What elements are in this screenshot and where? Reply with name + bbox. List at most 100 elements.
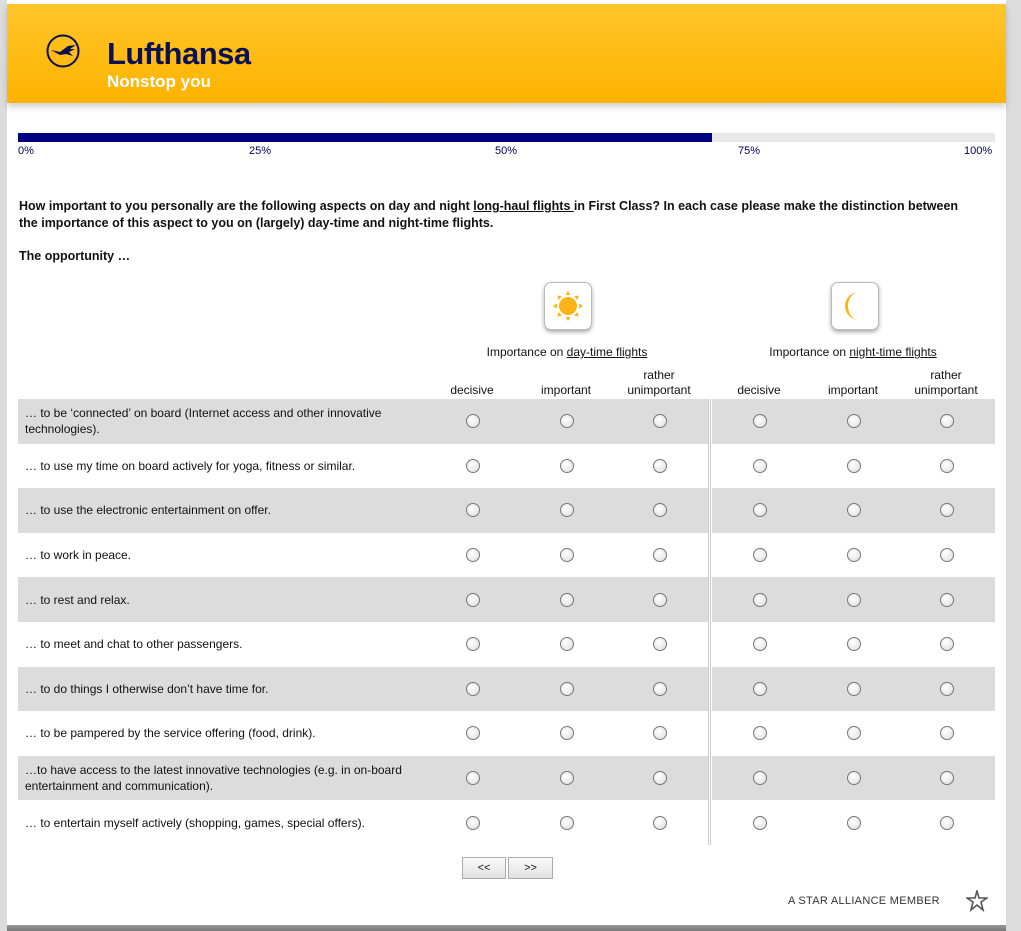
heading-prefix: Importance on [486, 345, 567, 359]
day-radio-decisive[interactable] [466, 815, 480, 830]
day-radio-rather-unimportant[interactable] [653, 637, 667, 652]
day-radio-decisive[interactable] [466, 503, 480, 518]
table-row: … to use my time on board actively for y… [18, 443, 995, 489]
row-label: … to do things I otherwise don’t have ti… [25, 681, 269, 696]
night-radio-decisive[interactable] [753, 458, 767, 473]
night-radio-decisive[interactable] [753, 548, 767, 563]
night-radio-decisive[interactable] [753, 592, 767, 607]
night-radio-decisive[interactable] [753, 414, 767, 429]
day-radio-important[interactable] [560, 414, 574, 429]
day-radio-important[interactable] [560, 771, 574, 786]
moon-icon-box [831, 282, 879, 330]
night-radio-decisive[interactable] [753, 637, 767, 652]
day-radio-important[interactable] [560, 815, 574, 830]
question-link[interactable]: long-haul flights [473, 199, 574, 213]
brand-slogan: Nonstop you [107, 72, 211, 91]
day-radio-decisive[interactable] [466, 592, 480, 607]
day-radio-important[interactable] [560, 681, 574, 696]
column-header: rather unimportant [914, 368, 978, 397]
night-radio-rather-unimportant[interactable] [940, 815, 954, 830]
day-radio-decisive[interactable] [466, 458, 480, 473]
row-label: … to use the electronic entertainment on… [25, 503, 271, 518]
night-radio-rather-unimportant[interactable] [940, 548, 954, 563]
table-row: … to be ‘connected’ on board (Internet a… [18, 399, 995, 444]
progress-label: 100% [964, 145, 993, 157]
day-radio-rather-unimportant[interactable] [653, 548, 667, 563]
row-label: …to have access to the latest innovative… [25, 763, 402, 794]
table-row: … to do things I otherwise don’t have ti… [18, 666, 995, 712]
row-label: … to rest and relax. [25, 592, 130, 607]
night-radio-decisive[interactable] [753, 815, 767, 830]
day-radio-important[interactable] [560, 503, 574, 518]
night-radio-important[interactable] [847, 548, 861, 563]
row-label: … to entertain myself actively (shopping… [25, 815, 365, 830]
group-heading-night: Importance on night-time flights [733, 345, 973, 359]
column-header: decisive [737, 383, 781, 397]
intro-text: The opportunity … [19, 249, 131, 263]
day-radio-decisive[interactable] [466, 414, 480, 429]
night-radio-important[interactable] [847, 815, 861, 830]
night-radio-decisive[interactable] [753, 503, 767, 518]
night-radio-rather-unimportant[interactable] [940, 414, 954, 429]
night-radio-rather-unimportant[interactable] [940, 726, 954, 741]
progress-label: 50% [495, 145, 518, 157]
night-radio-rather-unimportant[interactable] [940, 681, 954, 696]
day-radio-rather-unimportant[interactable] [653, 592, 667, 607]
brand-name: Lufthansa [107, 36, 251, 71]
table-row: … to be pampered by the service offering… [18, 711, 995, 756]
back-button[interactable]: << [462, 857, 506, 879]
night-radio-rather-unimportant[interactable] [940, 503, 954, 518]
night-radio-important[interactable] [847, 637, 861, 652]
row-label: … to meet and chat to other passengers. [25, 637, 243, 652]
day-radio-rather-unimportant[interactable] [653, 414, 667, 429]
night-radio-rather-unimportant[interactable] [940, 592, 954, 607]
night-radio-important[interactable] [847, 592, 861, 607]
night-radio-important[interactable] [847, 771, 861, 786]
next-button[interactable]: >> [508, 857, 553, 879]
heading-prefix: Importance on [769, 345, 850, 359]
night-time-link[interactable]: night-time flights [849, 345, 937, 359]
day-radio-rather-unimportant[interactable] [653, 458, 667, 473]
day-radio-important[interactable] [560, 592, 574, 607]
night-radio-decisive[interactable] [753, 681, 767, 696]
day-radio-important[interactable] [560, 548, 574, 563]
day-radio-rather-unimportant[interactable] [653, 815, 667, 830]
night-radio-important[interactable] [847, 726, 861, 741]
row-label: … to use my time on board actively for y… [25, 458, 356, 473]
day-radio-decisive[interactable] [466, 637, 480, 652]
question-part: How important to you personally are the … [19, 199, 474, 213]
night-radio-important[interactable] [847, 681, 861, 696]
day-radio-decisive[interactable] [466, 771, 480, 786]
sun-icon [553, 291, 583, 321]
night-radio-important[interactable] [847, 414, 861, 429]
column-header: rather unimportant [627, 368, 691, 397]
night-radio-decisive[interactable] [753, 726, 767, 741]
group-divider [708, 399, 711, 845]
day-radio-rather-unimportant[interactable] [653, 726, 667, 741]
night-radio-important[interactable] [847, 458, 861, 473]
progress-label: 0% [18, 145, 34, 157]
day-radio-important[interactable] [560, 637, 574, 652]
night-radio-decisive[interactable] [753, 771, 767, 786]
day-radio-decisive[interactable] [466, 726, 480, 741]
day-radio-rather-unimportant[interactable] [653, 771, 667, 786]
table-row: … to work in peace. [18, 532, 995, 578]
day-radio-important[interactable] [560, 726, 574, 741]
night-radio-rather-unimportant[interactable] [940, 637, 954, 652]
night-radio-rather-unimportant[interactable] [940, 771, 954, 786]
night-radio-rather-unimportant[interactable] [940, 458, 954, 473]
column-header: important [540, 383, 592, 397]
day-radio-decisive[interactable] [466, 548, 480, 563]
table-row: … to use the electronic entertainment on… [18, 488, 995, 533]
day-radio-rather-unimportant[interactable] [653, 681, 667, 696]
day-radio-important[interactable] [560, 458, 574, 473]
day-time-link[interactable]: day-time flights [566, 345, 648, 359]
day-radio-decisive[interactable] [466, 681, 480, 696]
column-header: important [827, 383, 879, 397]
day-radio-rather-unimportant[interactable] [653, 503, 667, 518]
group-heading-day: Importance on day-time flights [447, 345, 687, 359]
progress-fill [18, 133, 712, 142]
row-label: … to be pampered by the service offering… [25, 726, 316, 741]
night-radio-important[interactable] [847, 503, 861, 518]
